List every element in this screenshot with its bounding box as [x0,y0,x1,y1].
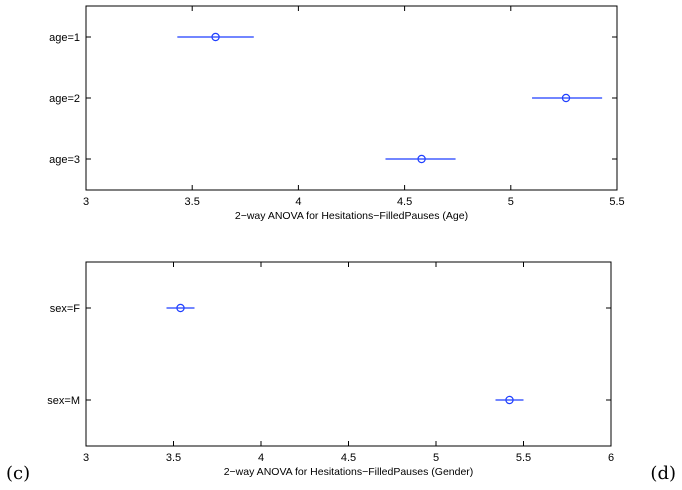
x-tick-label: 4.5 [341,452,356,464]
y-tick-label: age=1 [49,32,80,44]
y-tick-label: sex=F [50,303,81,315]
mean-marker [211,32,220,42]
x-tick-label: 3.5 [166,452,181,464]
x-tick-label: 6 [608,452,614,464]
mean-marker [176,303,185,313]
mean-marker [417,154,426,164]
x-tick-label: 4 [295,196,301,208]
x-tick-label: 3 [83,196,89,208]
panel-label-d: (d) [650,463,676,484]
x-tick-label: 4.5 [397,196,412,208]
mean-marker [505,395,514,405]
x-axis-label: 2−way ANOVA for Hesitations−FilledPauses… [224,466,474,478]
anova-gender-chart: 3 3.5 4 4.5 5 5.5 6 2−way ANOVA for Hesitations… [47,261,614,478]
x-tick-label: 4 [258,452,264,464]
y-tick-label: age=3 [49,154,80,166]
x-tick-label: 5 [433,452,439,464]
plot-frame [85,261,612,447]
x-tick-label: 3 [83,452,89,464]
x-axis-label: 2−way ANOVA for Hesitations−FilledPauses… [235,210,468,222]
x-tick-label: 3.5 [185,196,200,208]
y-tick-label: sex=M [47,395,80,407]
x-tick-label: 5.5 [609,196,624,208]
y-tick-label: age=2 [49,93,80,105]
panel-label-c: (c) [6,463,30,484]
plot-frame [85,5,618,191]
anova-age-chart: 3 3.5 4 4.5 5 5.5 2−way ANOVA for Hesitations−… [49,5,625,222]
x-tick-label: 5.5 [516,452,531,464]
mean-marker [561,93,571,103]
x-tick-label: 5 [508,196,514,208]
